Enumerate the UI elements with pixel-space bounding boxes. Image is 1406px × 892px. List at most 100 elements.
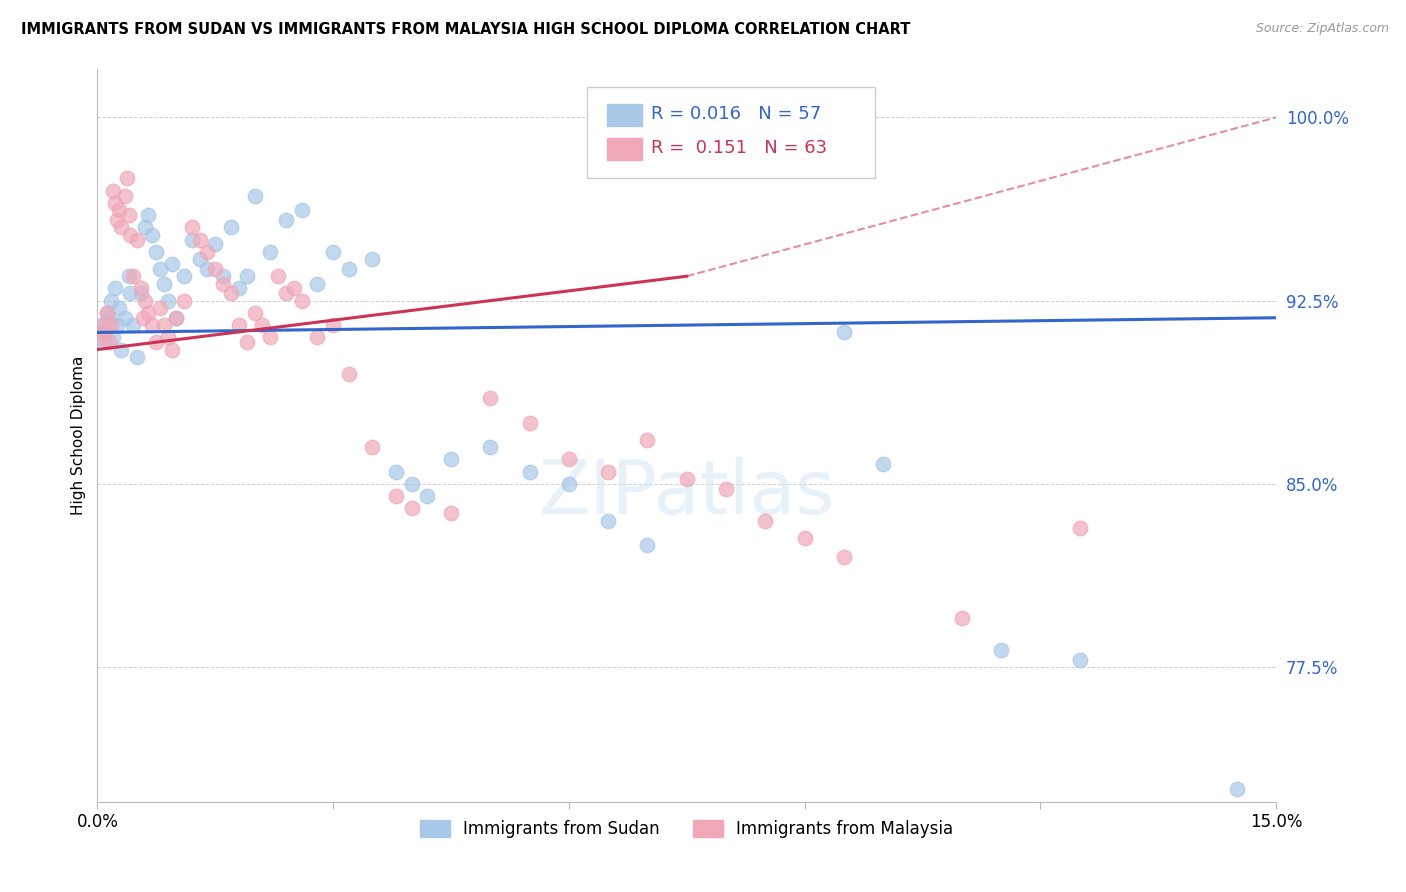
Point	[267, 269, 290, 284]
Point	[165, 310, 187, 325]
Point	[401, 501, 423, 516]
Point	[121, 318, 143, 332]
Point	[291, 203, 314, 218]
Point	[125, 350, 148, 364]
Point	[440, 452, 463, 467]
Point	[243, 306, 266, 320]
Point	[479, 392, 502, 406]
Point	[219, 220, 242, 235]
Point	[235, 335, 257, 350]
Point	[108, 301, 131, 315]
Point	[558, 477, 581, 491]
Text: R = 0.016   N = 57: R = 0.016 N = 57	[651, 105, 821, 123]
Point	[118, 208, 141, 222]
Point	[950, 611, 973, 625]
Point	[337, 367, 360, 381]
Point	[173, 293, 195, 308]
Point	[274, 286, 297, 301]
Point	[153, 277, 176, 291]
Point	[108, 203, 131, 218]
Point	[714, 482, 737, 496]
Point	[479, 440, 502, 454]
Point	[105, 213, 128, 227]
Point	[872, 458, 894, 472]
Point	[121, 269, 143, 284]
Y-axis label: High School Diploma: High School Diploma	[72, 355, 86, 515]
Point	[259, 330, 281, 344]
Point	[228, 318, 250, 332]
Point	[307, 330, 329, 344]
Point	[188, 252, 211, 266]
Point	[274, 213, 297, 227]
Point	[101, 330, 124, 344]
Point	[114, 310, 136, 325]
Point	[440, 506, 463, 520]
Point	[98, 335, 121, 350]
Point	[519, 465, 541, 479]
Point	[204, 261, 226, 276]
Point	[120, 286, 142, 301]
Point	[134, 293, 156, 308]
Point	[141, 318, 163, 332]
Point	[94, 326, 117, 340]
Point	[110, 220, 132, 235]
Point	[322, 244, 344, 259]
Point	[337, 261, 360, 276]
Point	[598, 514, 620, 528]
Point	[180, 233, 202, 247]
Point	[283, 281, 305, 295]
Point	[141, 227, 163, 242]
Point	[212, 277, 235, 291]
Point	[228, 281, 250, 295]
Point	[636, 538, 658, 552]
Point	[307, 277, 329, 291]
Point	[105, 318, 128, 332]
Point	[598, 465, 620, 479]
Point	[416, 489, 439, 503]
Point	[138, 306, 160, 320]
Point	[90, 330, 112, 344]
Point	[125, 233, 148, 247]
Point	[990, 643, 1012, 657]
Point	[134, 220, 156, 235]
Point	[120, 227, 142, 242]
Point	[361, 440, 384, 454]
Point	[93, 318, 115, 332]
Point	[195, 244, 218, 259]
Point	[188, 233, 211, 247]
Text: Source: ZipAtlas.com: Source: ZipAtlas.com	[1256, 22, 1389, 36]
Point	[96, 306, 118, 320]
Point	[145, 335, 167, 350]
Point	[149, 261, 172, 276]
Point	[101, 184, 124, 198]
Legend: Immigrants from Sudan, Immigrants from Malaysia: Immigrants from Sudan, Immigrants from M…	[413, 813, 960, 845]
Point	[145, 244, 167, 259]
Point	[104, 281, 127, 295]
Point	[322, 318, 344, 332]
Point	[793, 531, 815, 545]
Point	[195, 261, 218, 276]
Point	[235, 269, 257, 284]
Point	[129, 281, 152, 295]
Point	[160, 257, 183, 271]
Point	[243, 188, 266, 202]
Point	[115, 171, 138, 186]
Point	[361, 252, 384, 266]
Point	[160, 343, 183, 357]
Point	[157, 293, 180, 308]
Point	[291, 293, 314, 308]
Point	[252, 318, 274, 332]
FancyBboxPatch shape	[586, 87, 876, 178]
Text: ZIPatlas: ZIPatlas	[538, 458, 835, 530]
Point	[401, 477, 423, 491]
Point	[129, 286, 152, 301]
Point	[558, 452, 581, 467]
Point	[96, 306, 118, 320]
Text: IMMIGRANTS FROM SUDAN VS IMMIGRANTS FROM MALAYSIA HIGH SCHOOL DIPLOMA CORRELATIO: IMMIGRANTS FROM SUDAN VS IMMIGRANTS FROM…	[21, 22, 911, 37]
Point	[114, 188, 136, 202]
Point	[138, 208, 160, 222]
Point	[94, 326, 117, 340]
Point	[832, 326, 855, 340]
Point	[153, 318, 176, 332]
Text: R =  0.151   N = 63: R = 0.151 N = 63	[651, 139, 828, 157]
